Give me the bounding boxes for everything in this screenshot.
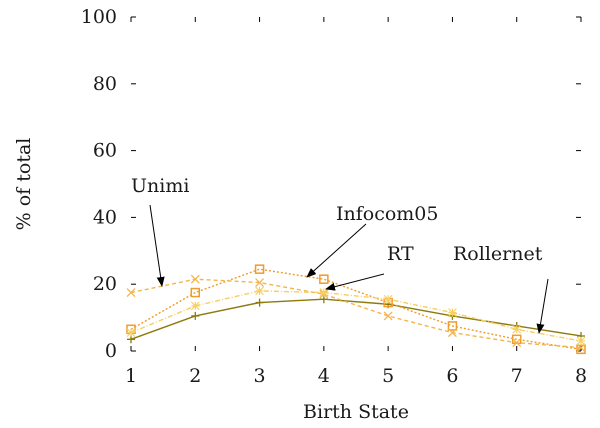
annotation-label-unimi: Unimi [131,175,189,197]
data-point-rollernet-2 [191,311,200,320]
x-tick-label-5: 5 [382,365,394,387]
y-tick-label-60: 60 [93,140,117,162]
y-tick-label-20: 20 [93,273,117,295]
data-point-rt-3 [255,286,264,296]
annotation-arrow-infocom05 [306,223,367,278]
data-point-infocom05-3 [254,264,265,274]
data-point-infocom05-4 [319,274,329,284]
data-point-rt-2 [190,301,200,311]
annotation-arrow-rt [325,273,385,291]
data-point-infocom05-6 [447,321,458,331]
x-tick-label-6: 6 [446,365,458,387]
annotation-label-rollernet: Rollernet [453,243,543,265]
data-point-unimi-3 [255,278,265,287]
series-line-unimi [130,278,582,349]
annotation-label-rt: RT [387,243,414,265]
data-point-rollernet-3 [255,298,264,307]
y-tick-label-40: 40 [93,206,117,228]
data-point-rollernet-4 [319,295,328,304]
series-layer [126,264,586,355]
x-axis-title: Birth State [303,401,409,423]
data-point-unimi-6 [447,328,457,338]
data-point-unimi-1 [126,288,136,298]
data-point-unimi-2 [190,274,200,284]
data-point-infocom05-8 [576,344,586,355]
data-point-rt-1 [126,328,136,338]
y-axis-title: % of total [13,138,35,231]
data-point-rt-6 [448,308,457,317]
data-point-rt-8 [576,336,586,346]
data-point-unimi-5 [383,311,393,321]
y-tick-label-100: 100 [81,6,117,28]
series-line-rollernet [130,298,582,340]
series-rt [126,286,586,346]
annotations: Unimi Infocom05 RT Rollernet [131,175,549,334]
y-tick-label-0: 0 [105,340,117,362]
data-point-rollernet-1 [127,335,135,344]
data-point-rt-7 [512,324,522,334]
data-point-unimi-8 [576,343,586,353]
x-tick-label-8: 8 [575,365,587,387]
data-point-infocom05-2 [190,287,201,298]
series-line-rt [130,290,582,342]
annotation-label-infocom05: Infocom05 [336,203,439,225]
x-tick-label-2: 2 [189,365,201,387]
axes: 0 20 40 60 80 100 1 2 3 4 5 6 7 8 [81,6,587,387]
annotation-arrow-rollernet [536,278,549,334]
x-tick-label-1: 1 [125,365,137,387]
y-tick-label-80: 80 [93,73,117,95]
annotation-arrow-unimi [149,204,165,287]
data-point-rt-4 [319,288,329,297]
x-tick-label-4: 4 [318,365,330,387]
series-unimi [126,274,586,353]
x-tick-label-3: 3 [254,365,266,387]
data-point-unimi-7 [512,338,522,348]
x-tick-label-7: 7 [511,365,523,387]
data-point-rt-5 [383,294,393,304]
series-line-infocom05 [130,268,582,351]
